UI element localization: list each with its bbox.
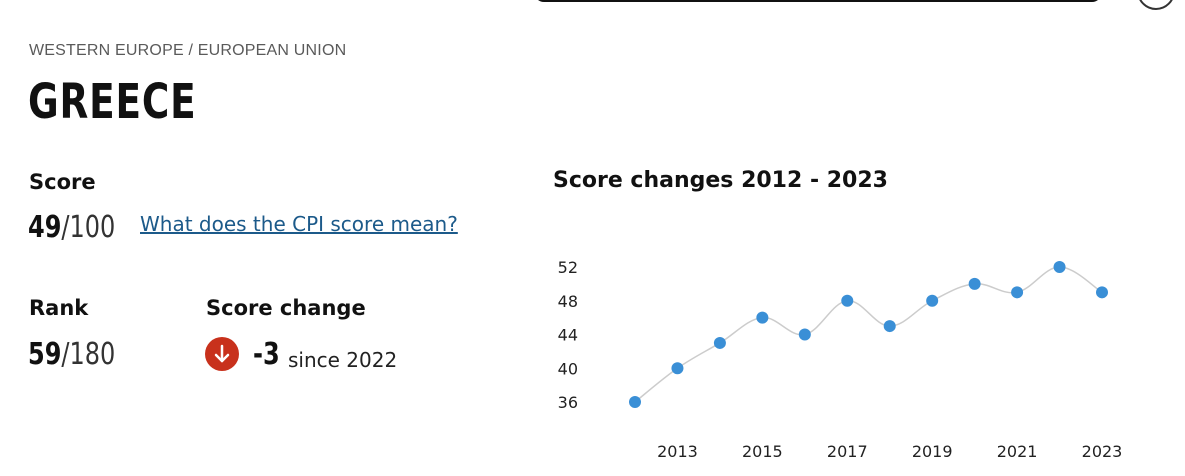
search-bar[interactable] — [534, 0, 1102, 2]
score-number: 49 — [28, 210, 62, 245]
data-point-2019[interactable] — [926, 294, 939, 307]
cpi-meaning-link[interactable]: What does the CPI score mean? — [140, 212, 458, 236]
x-tick-label: 2015 — [742, 442, 783, 461]
menu-icon[interactable] — [1137, 0, 1175, 10]
score-series-line — [634, 266, 1103, 403]
x-tick-label: 2023 — [1082, 442, 1123, 461]
score-change-label: Score change — [206, 296, 366, 320]
data-point-2023[interactable] — [1096, 286, 1108, 299]
data-point-2018[interactable] — [883, 320, 896, 333]
arrow-down-icon — [205, 337, 239, 371]
data-point-2022[interactable] — [1053, 261, 1066, 273]
y-tick-label: 44 — [558, 326, 578, 345]
score-label: Score — [29, 170, 96, 194]
y-tick-label: 40 — [558, 359, 578, 378]
x-tick-label: 2019 — [912, 442, 953, 461]
data-point-2013[interactable] — [671, 362, 684, 375]
breadcrumb[interactable]: WESTERN EUROPE / EUROPEAN UNION — [29, 42, 347, 59]
data-point-2016[interactable] — [798, 328, 811, 341]
score-value: 49/100 — [28, 210, 115, 246]
page-title: GREECE — [28, 74, 197, 130]
data-point-2012[interactable] — [629, 396, 641, 408]
rank-label: Rank — [29, 296, 89, 320]
data-point-2017[interactable] — [841, 294, 854, 307]
x-tick-label: 2021 — [997, 442, 1038, 461]
score-change-value: -3 — [253, 337, 280, 372]
x-tick-label: 2017 — [827, 442, 868, 461]
chart-title: Score changes 2012 - 2023 — [553, 168, 888, 193]
score-change-since: since 2022 — [288, 348, 398, 372]
y-tick-label: 52 — [558, 258, 578, 277]
x-tick-label: 2013 — [657, 442, 698, 461]
y-tick-label: 48 — [558, 292, 578, 311]
rank-number: 59 — [28, 337, 62, 372]
rank-value: 59/180 — [28, 337, 115, 373]
rank-max: /180 — [61, 337, 116, 372]
score-line-chart: 36 40 44 48 52 2013 2015 2017 2019 2021 2023 — [558, 258, 1123, 461]
data-point-2014[interactable] — [713, 336, 726, 349]
y-tick-label: 36 — [558, 393, 578, 412]
data-point-2021[interactable] — [1011, 286, 1024, 299]
data-point-2015[interactable] — [756, 311, 769, 324]
data-point-2020[interactable] — [968, 277, 981, 290]
score-max: /100 — [61, 210, 116, 245]
